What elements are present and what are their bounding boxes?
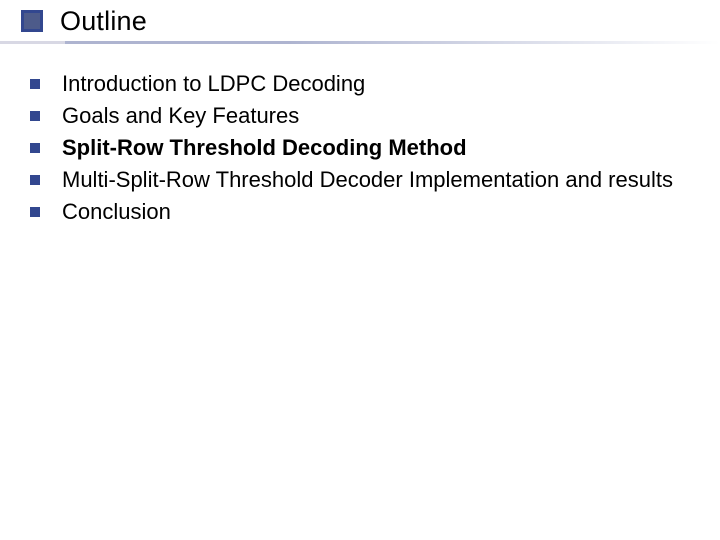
- list-item: Introduction to LDPC Decoding: [30, 70, 690, 98]
- list-item-text: Conclusion: [62, 198, 690, 226]
- list-item: Split-Row Threshold Decoding Method: [30, 134, 690, 162]
- title-underline: [0, 41, 720, 44]
- list-item-text: Introduction to LDPC Decoding: [62, 70, 690, 98]
- list-item-text: Goals and Key Features: [62, 102, 690, 130]
- list-item-text: Multi-Split-Row Threshold Decoder Implem…: [62, 166, 690, 194]
- square-bullet-icon: [30, 111, 40, 121]
- title-bullet-icon: [21, 10, 43, 32]
- slide: Outline Introduction to LDPC Decoding Go…: [0, 0, 720, 540]
- list-item: Conclusion: [30, 198, 690, 226]
- square-bullet-icon: [30, 207, 40, 217]
- slide-title: Outline: [60, 6, 147, 37]
- square-bullet-icon: [30, 143, 40, 153]
- square-bullet-icon: [30, 175, 40, 185]
- list-item-text: Split-Row Threshold Decoding Method: [62, 134, 690, 162]
- outline-list: Introduction to LDPC Decoding Goals and …: [30, 70, 690, 230]
- square-bullet-icon: [30, 79, 40, 89]
- list-item: Multi-Split-Row Threshold Decoder Implem…: [30, 166, 690, 194]
- list-item: Goals and Key Features: [30, 102, 690, 130]
- title-region: Outline: [0, 0, 720, 46]
